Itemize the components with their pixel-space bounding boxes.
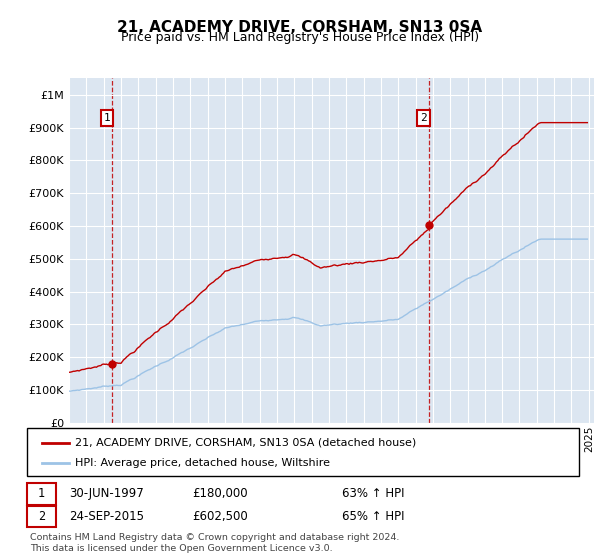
Text: 21, ACADEMY DRIVE, CORSHAM, SN13 0SA (detached house): 21, ACADEMY DRIVE, CORSHAM, SN13 0SA (de… (75, 438, 416, 448)
Text: 65% ↑ HPI: 65% ↑ HPI (342, 510, 404, 523)
Text: 63% ↑ HPI: 63% ↑ HPI (342, 487, 404, 501)
Text: 2: 2 (38, 510, 45, 523)
Text: 24-SEP-2015: 24-SEP-2015 (69, 510, 144, 523)
Text: 30-JUN-1997: 30-JUN-1997 (69, 487, 144, 501)
Text: HPI: Average price, detached house, Wiltshire: HPI: Average price, detached house, Wilt… (75, 458, 330, 468)
Text: £602,500: £602,500 (192, 510, 248, 523)
Text: 1: 1 (104, 113, 110, 123)
Text: £180,000: £180,000 (192, 487, 248, 501)
Text: 1: 1 (38, 487, 45, 501)
Text: 21, ACADEMY DRIVE, CORSHAM, SN13 0SA: 21, ACADEMY DRIVE, CORSHAM, SN13 0SA (118, 20, 482, 35)
Text: Contains HM Land Registry data © Crown copyright and database right 2024.
This d: Contains HM Land Registry data © Crown c… (30, 533, 400, 553)
Text: 2: 2 (420, 113, 427, 123)
Text: Price paid vs. HM Land Registry's House Price Index (HPI): Price paid vs. HM Land Registry's House … (121, 31, 479, 44)
